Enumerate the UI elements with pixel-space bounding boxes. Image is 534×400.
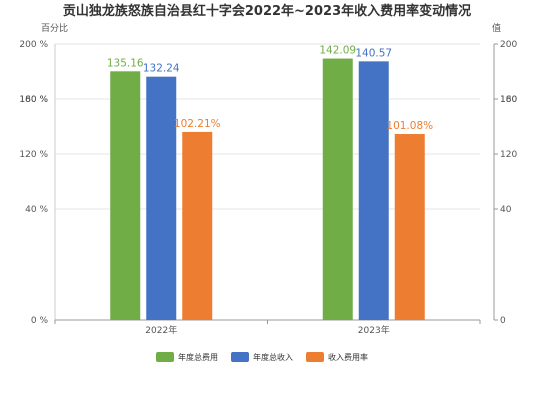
legend: 年度总费用 年度总收入 收入费用率 [156,352,368,362]
data-label: 132.24 [143,63,180,75]
y-left-tick-label: 160 % [19,95,48,105]
y-axis-left-name: 百分比 [41,22,68,34]
y-right-tick-label: 0 [500,316,506,326]
bar [146,76,177,320]
y-left-tick-label: 200 % [19,40,48,50]
data-label: 142.09 [319,45,356,57]
legend-swatch [306,352,324,362]
y-left-tick-label: 0 % [31,316,49,326]
legend-swatch [231,352,249,362]
y-right-tick-label: 200 [500,40,517,50]
data-label: 102.21% [174,118,221,130]
y-axis-right-name: 值 [492,22,501,34]
bar [358,61,389,321]
data-label: 135.16 [107,57,144,69]
y-right-tick-label: 180 [500,95,517,105]
bar [322,58,353,320]
y-left-tick-label: 180 % [19,95,48,105]
legend-swatch [156,352,174,362]
y-right-tick-label: 120 [500,150,517,160]
bars: 135.16 132.24 102.21% 142.09 140.57 101.08% [107,45,433,321]
legend-label: 年度总收入 [253,352,293,362]
data-label: 140.57 [355,47,392,59]
legend-label: 收入费用率 [328,352,368,362]
x-tick-label: 2022年 [145,324,177,336]
y-right-tick-label: 160 [500,95,517,105]
legend-label: 年度总费用 [178,352,218,362]
y-right-tick-label: 40 [500,205,512,215]
chart-title: 贡山独龙族怒族自治县红十字会2022年~2023年收入费用率变动情况 [63,3,471,19]
y-left-tick-label: 120 % [19,150,48,160]
data-label: 101.08% [386,120,433,132]
x-tick-label: 2023年 [358,324,390,336]
y-left-tick-label: 40 % [25,205,48,215]
bar [110,71,141,320]
bar [394,134,425,320]
bar [182,131,213,320]
